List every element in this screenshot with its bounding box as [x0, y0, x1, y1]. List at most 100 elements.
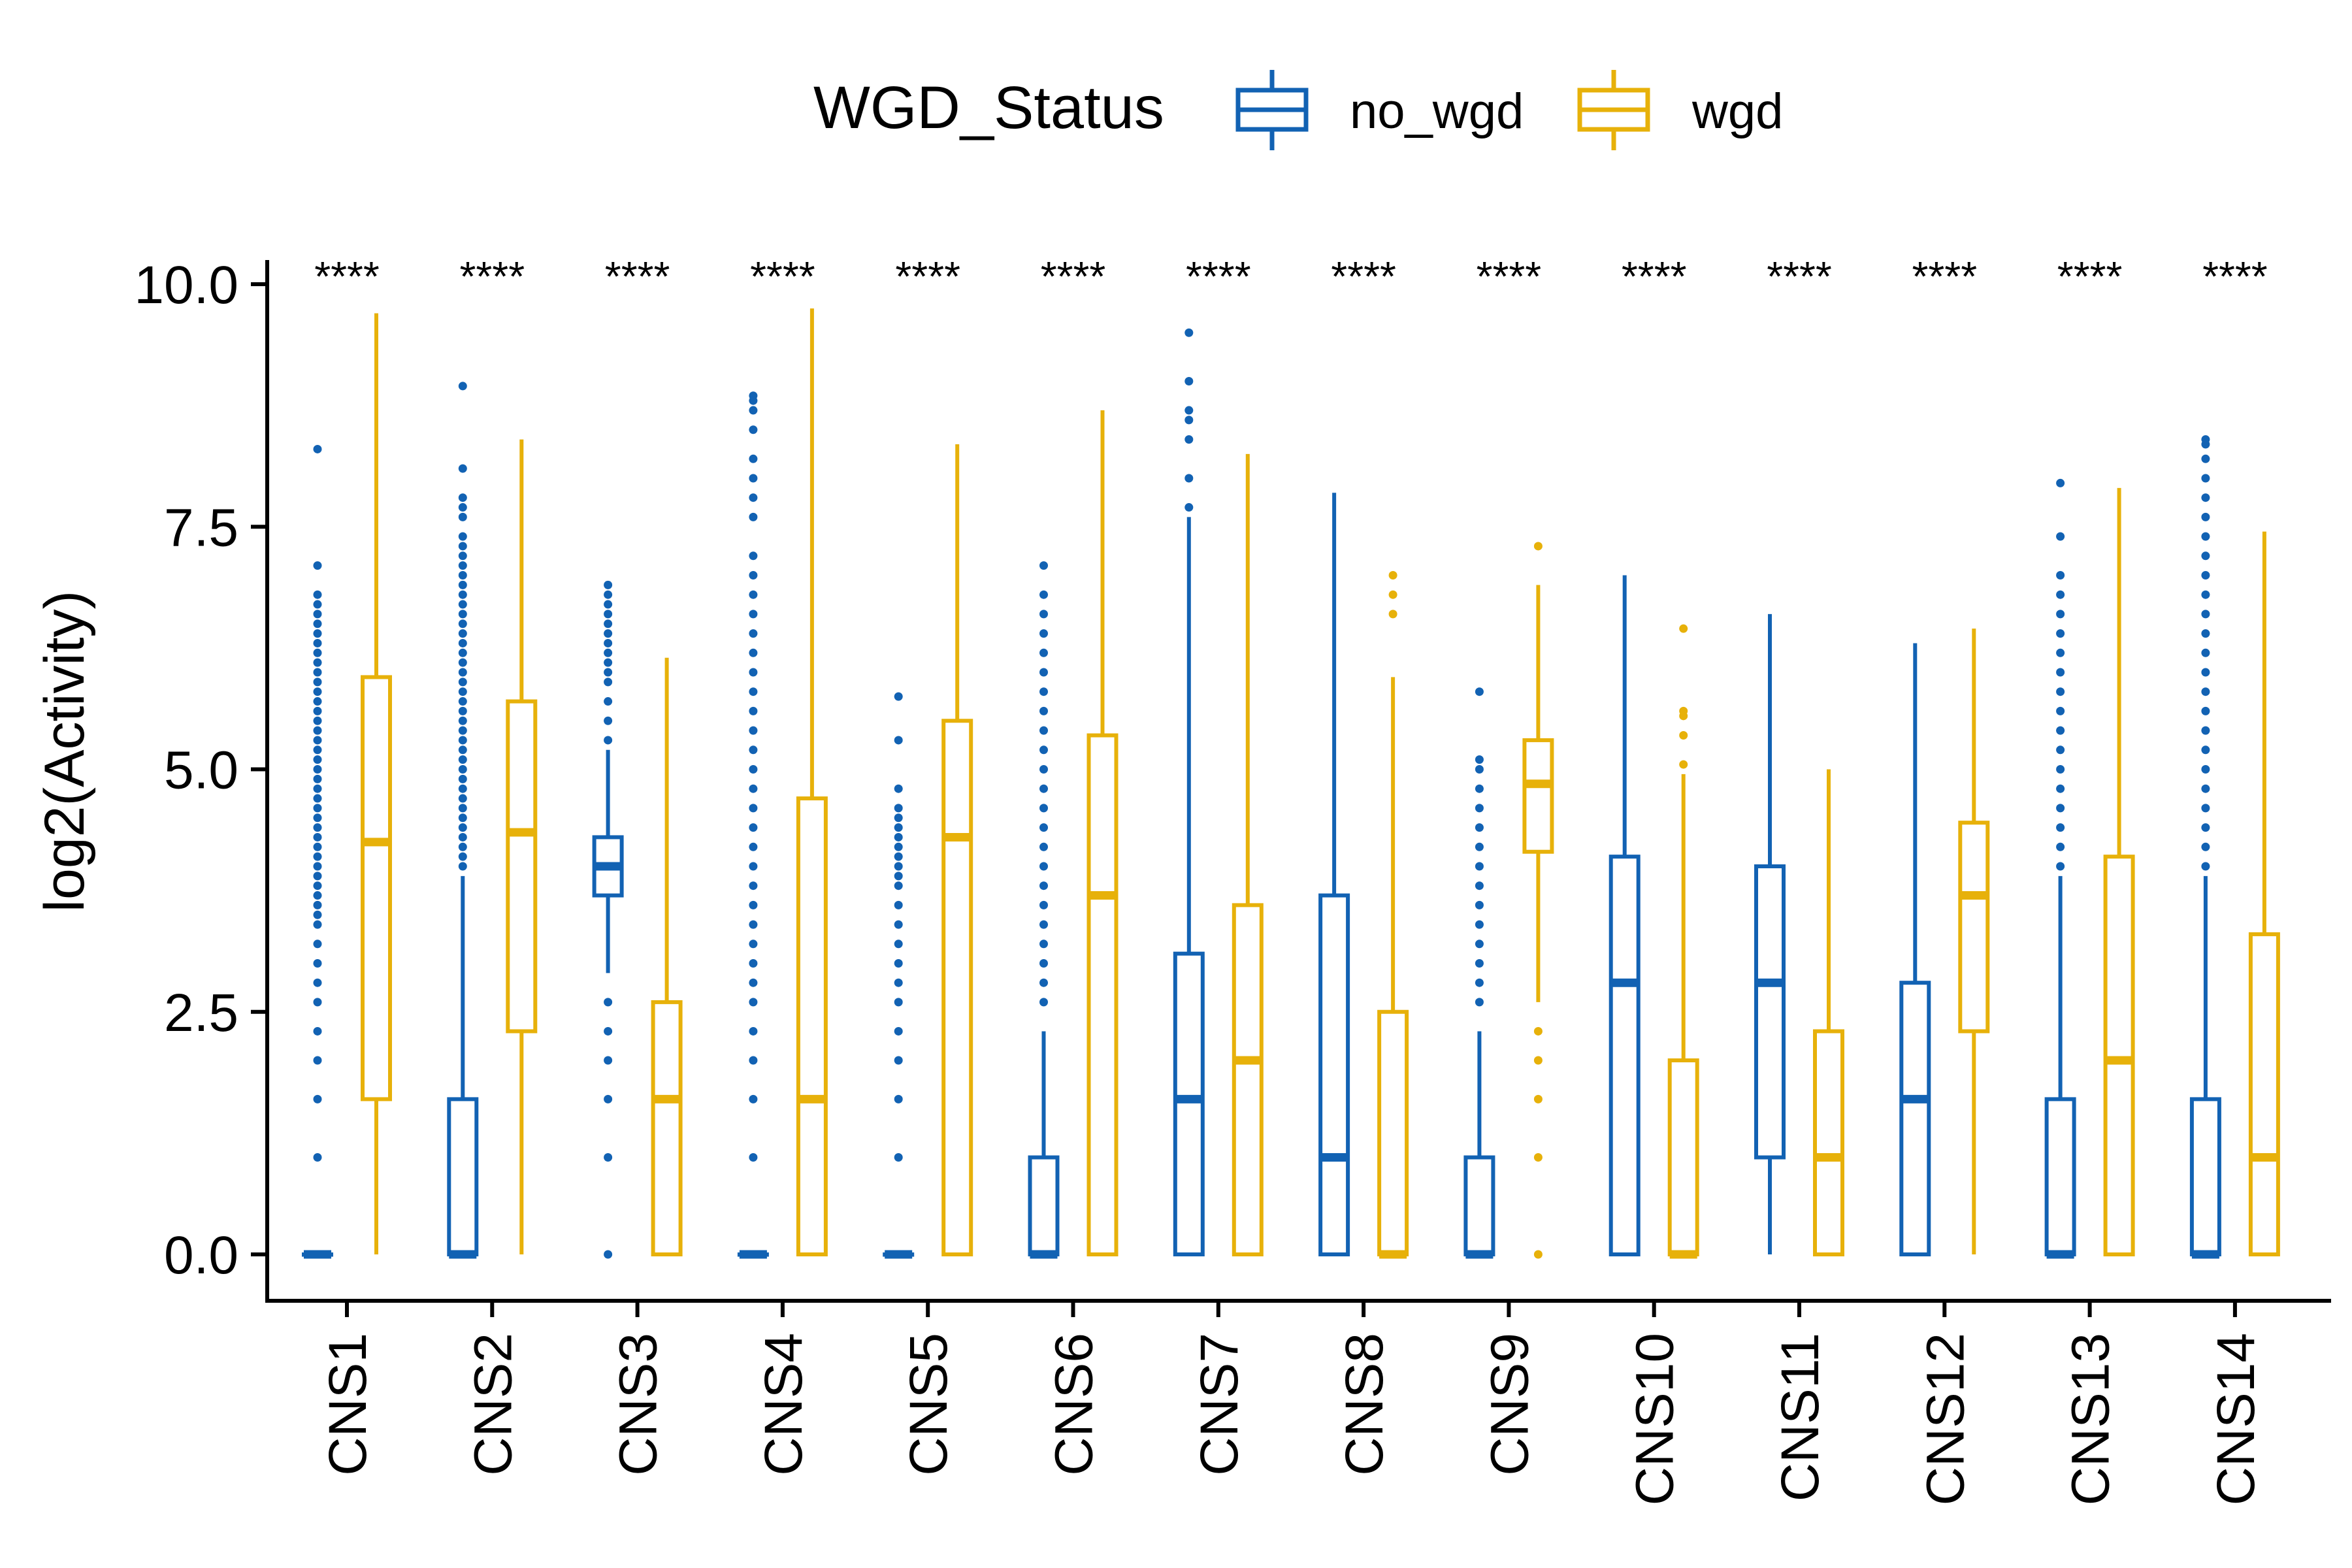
outlier-point	[1475, 785, 1484, 793]
outlier-point	[894, 693, 903, 701]
box-iqr	[1960, 823, 1987, 1031]
outlier-point	[459, 503, 467, 512]
outlier-point	[2056, 532, 2065, 541]
outlier-point	[314, 959, 322, 968]
outlier-point	[314, 939, 322, 948]
outlier-point	[1039, 804, 1048, 812]
x-tick-label: CNS4	[754, 1333, 813, 1476]
outlier-point	[459, 843, 467, 851]
y-tick-label: 5.0	[164, 741, 238, 800]
x-tick-label: CNS5	[899, 1333, 958, 1476]
outlier-point	[2201, 668, 2210, 677]
outlier-point	[749, 881, 757, 890]
outlier-point	[604, 610, 612, 618]
outlier-point	[894, 813, 903, 822]
outlier-point	[2201, 823, 2210, 832]
outlier-point	[1039, 745, 1048, 754]
outlier-point	[1475, 687, 1484, 696]
outlier-point	[459, 659, 467, 667]
outlier-point	[604, 998, 612, 1006]
outlier-point	[459, 649, 467, 657]
outlier-point	[314, 755, 322, 764]
outlier-point	[749, 939, 757, 948]
outlier-point	[314, 727, 322, 735]
outlier-point	[314, 610, 322, 618]
outlier-point	[1534, 1095, 1543, 1103]
box-iqr	[449, 1099, 476, 1254]
outlier-point	[749, 1056, 757, 1065]
outlier-point	[314, 794, 322, 803]
outlier-point	[1534, 1027, 1543, 1036]
legend-title: WGD_Status	[813, 74, 1164, 141]
outlier-point	[2056, 687, 2065, 696]
outlier-point	[894, 853, 903, 861]
outlier-point	[1039, 765, 1048, 774]
outlier-point	[314, 717, 322, 725]
outlier-point	[749, 785, 757, 793]
outlier-point	[604, 668, 612, 677]
outlier-point	[894, 1056, 903, 1065]
outlier-point	[2056, 571, 2065, 580]
outlier-point	[894, 823, 903, 832]
outlier-point	[459, 542, 467, 550]
outlier-point	[459, 785, 467, 793]
outlier-point	[1389, 610, 1397, 618]
outlier-point	[459, 727, 467, 735]
box-iqr	[508, 702, 535, 1032]
outlier-point	[749, 391, 757, 400]
outlier-point	[314, 872, 322, 880]
outlier-point	[1184, 416, 1193, 424]
outlier-point	[749, 610, 757, 618]
outlier-point	[1039, 687, 1048, 696]
x-tick-label: CNS7	[1190, 1333, 1249, 1476]
outlier-point	[604, 629, 612, 638]
outlier-point	[459, 745, 467, 754]
box-iqr	[1234, 905, 1262, 1254]
outlier-point	[459, 853, 467, 861]
outlier-point	[2201, 785, 2210, 793]
outlier-point	[2056, 479, 2065, 487]
outlier-point	[604, 1027, 612, 1036]
outlier-point	[749, 727, 757, 735]
significance-label: ****	[1622, 253, 1687, 300]
outlier-point	[459, 382, 467, 390]
outlier-point	[1184, 503, 1193, 512]
outlier-point	[459, 736, 467, 744]
outlier-point	[2201, 455, 2210, 463]
outlier-point	[2201, 765, 2210, 774]
outlier-point	[314, 659, 322, 667]
outlier-point	[749, 425, 757, 434]
outlier-point	[749, 979, 757, 987]
outlier-point	[1039, 881, 1048, 890]
outlier-point	[314, 745, 322, 754]
significance-label: ****	[1331, 253, 1396, 300]
outlier-point	[1039, 629, 1048, 638]
outlier-point	[314, 823, 322, 832]
outlier-point	[1039, 707, 1048, 715]
outlier-point	[314, 1027, 322, 1036]
outlier-point	[1534, 1153, 1543, 1162]
outlier-point	[1475, 765, 1484, 774]
outlier-point	[1039, 610, 1048, 618]
significance-label: ****	[459, 253, 525, 300]
outlier-point	[314, 707, 322, 715]
outlier-point	[894, 959, 903, 968]
outlier-point	[314, 639, 322, 647]
outlier-point	[2056, 804, 2065, 812]
outlier-point	[1039, 998, 1048, 1006]
outlier-point	[1184, 406, 1193, 415]
y-tick-label: 2.5	[164, 983, 238, 1043]
outlier-point	[1475, 979, 1484, 987]
box-iqr	[2251, 934, 2278, 1254]
outlier-point	[314, 833, 322, 841]
outlier-point	[314, 862, 322, 871]
box-iqr	[1611, 857, 1639, 1254]
box-iqr	[943, 721, 971, 1254]
y-tick-label: 7.5	[164, 498, 238, 557]
box-iqr	[1030, 1158, 1058, 1255]
outlier-point	[894, 998, 903, 1006]
outlier-point	[1475, 881, 1484, 890]
outlier-point	[1039, 785, 1048, 793]
